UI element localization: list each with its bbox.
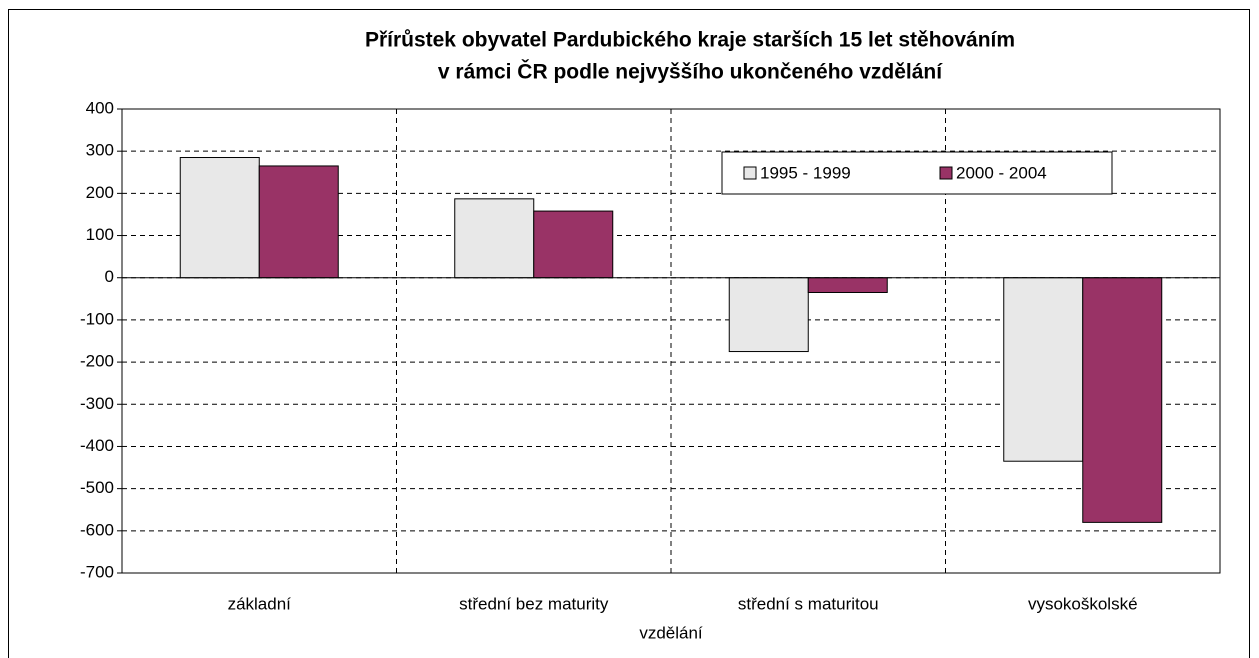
x-tick-label: střední bez maturity <box>459 594 609 613</box>
x-tick-label: vysokoškolské <box>1028 594 1138 613</box>
bar <box>1003 277 1084 462</box>
y-tick-label: -700 <box>80 562 114 581</box>
legend-swatch <box>939 166 953 180</box>
plot-border <box>121 108 1221 574</box>
y-tick-label: -600 <box>80 520 114 539</box>
chart-title: Přírůstek obyvatel Pardubického kraje st… <box>365 29 1015 52</box>
y-tick-label: -200 <box>80 352 114 371</box>
y-tick-label: 100 <box>86 225 114 244</box>
chart-title: v rámci ČR podle nejvyššího ukončeného v… <box>438 60 943 84</box>
bar <box>179 157 260 279</box>
y-tick-label: -300 <box>80 394 114 413</box>
y-tick-label: 0 <box>105 267 114 286</box>
x-axis-label: vzdělání <box>639 623 703 642</box>
y-tick-label: -400 <box>80 436 114 455</box>
y-tick-label: -500 <box>80 478 114 497</box>
x-tick-label: základní <box>228 594 292 613</box>
y-tick-label: 300 <box>86 141 114 160</box>
bar <box>728 277 809 353</box>
bar <box>807 277 888 293</box>
y-tick-label: 200 <box>86 183 114 202</box>
bar <box>1082 277 1163 523</box>
x-tick-label: střední s maturitou <box>738 594 879 613</box>
legend-label: 1995 - 1999 <box>760 163 851 182</box>
y-tick-label: 400 <box>86 98 114 117</box>
legend-swatch <box>743 166 757 180</box>
bar <box>258 165 339 279</box>
bar <box>454 198 535 279</box>
y-tick-label: -100 <box>80 309 114 328</box>
legend-box <box>721 151 1113 195</box>
bar <box>533 210 614 279</box>
legend-label: 2000 - 2004 <box>956 163 1047 182</box>
